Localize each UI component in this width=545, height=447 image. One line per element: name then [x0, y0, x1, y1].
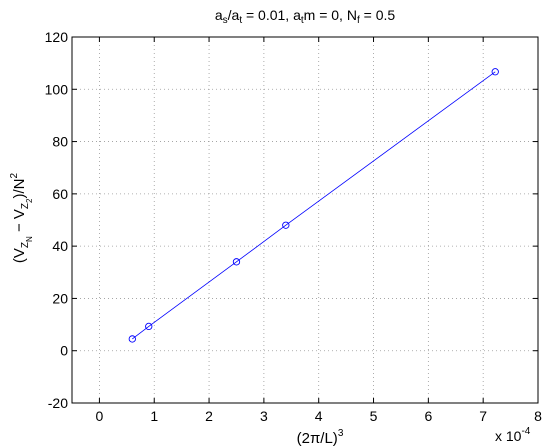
- data-point: [282, 221, 290, 229]
- y-label-part: − V: [11, 209, 28, 236]
- y-tick-labels: -20 0 20 40 60 80 100 120: [45, 29, 69, 411]
- chart-title: as/at = 0.01, atm = 0, Nf = 0.5: [215, 7, 396, 26]
- x-multiplier-base: x 10: [495, 428, 522, 444]
- axis-ticks: [72, 36, 539, 404]
- y-tick-label: 80: [52, 134, 68, 150]
- x-tick-label: 7: [479, 408, 487, 424]
- x-tick-label: 1: [150, 408, 158, 424]
- data-point: [491, 68, 499, 76]
- data-point: [145, 322, 153, 331]
- title-sub: t: [301, 15, 304, 26]
- y-tick-label: 0: [60, 343, 68, 359]
- plot-frame: [71, 36, 539, 404]
- plot-area: [72, 37, 538, 403]
- title-part: /a: [228, 7, 240, 23]
- title-part: = 0.01, a: [242, 7, 301, 23]
- x-multiplier-exp: -4: [521, 426, 530, 437]
- series-layer: [128, 68, 499, 343]
- y-tick-label: 40: [52, 238, 68, 254]
- title-part: = 0.5: [360, 7, 396, 23]
- x-multiplier: x 10-4: [495, 426, 531, 444]
- y-tick-label: 100: [45, 81, 69, 97]
- y-label-sup: 2: [9, 173, 20, 179]
- title-part: a: [215, 7, 223, 23]
- y-tick-label: 20: [52, 290, 68, 306]
- title-part: m = 0, N: [304, 7, 357, 23]
- x-tick-label: 8: [534, 408, 542, 424]
- x-tick-labels: 0 1 2 3 4 5 6 7 8: [96, 408, 543, 424]
- y-label-part: )/N: [11, 179, 28, 199]
- y-tick-label: -20: [48, 395, 68, 411]
- y-label-subsub: N: [25, 236, 34, 242]
- x-tick-label: 3: [260, 408, 268, 424]
- title-sub: s: [223, 15, 228, 26]
- x-tick-label: 5: [370, 408, 378, 424]
- y-label-part: (V: [11, 248, 28, 263]
- data-point: [128, 335, 136, 343]
- x-axis-label: (2π/L)3: [297, 428, 344, 447]
- title-sub: t: [239, 15, 242, 26]
- data-point: [232, 258, 241, 266]
- y-tick-label: 120: [45, 29, 69, 45]
- y-axis-label: (VZN − VZ2)/N2: [9, 173, 34, 264]
- y-label-subsub: 2: [25, 198, 34, 203]
- series-line: [132, 71, 496, 340]
- x-label-sup: 3: [338, 428, 344, 439]
- x-tick-label: 6: [424, 408, 432, 424]
- x-label-part: (2π/L): [297, 430, 338, 447]
- title-sub: f: [357, 15, 360, 26]
- y-label-sub: Z: [20, 203, 31, 209]
- x-tick-label: 2: [205, 408, 213, 424]
- y-label-sub: Z: [20, 242, 31, 248]
- x-tick-label: 4: [315, 408, 323, 424]
- y-tick-label: 60: [52, 186, 68, 202]
- x-tick-label: 0: [96, 408, 104, 424]
